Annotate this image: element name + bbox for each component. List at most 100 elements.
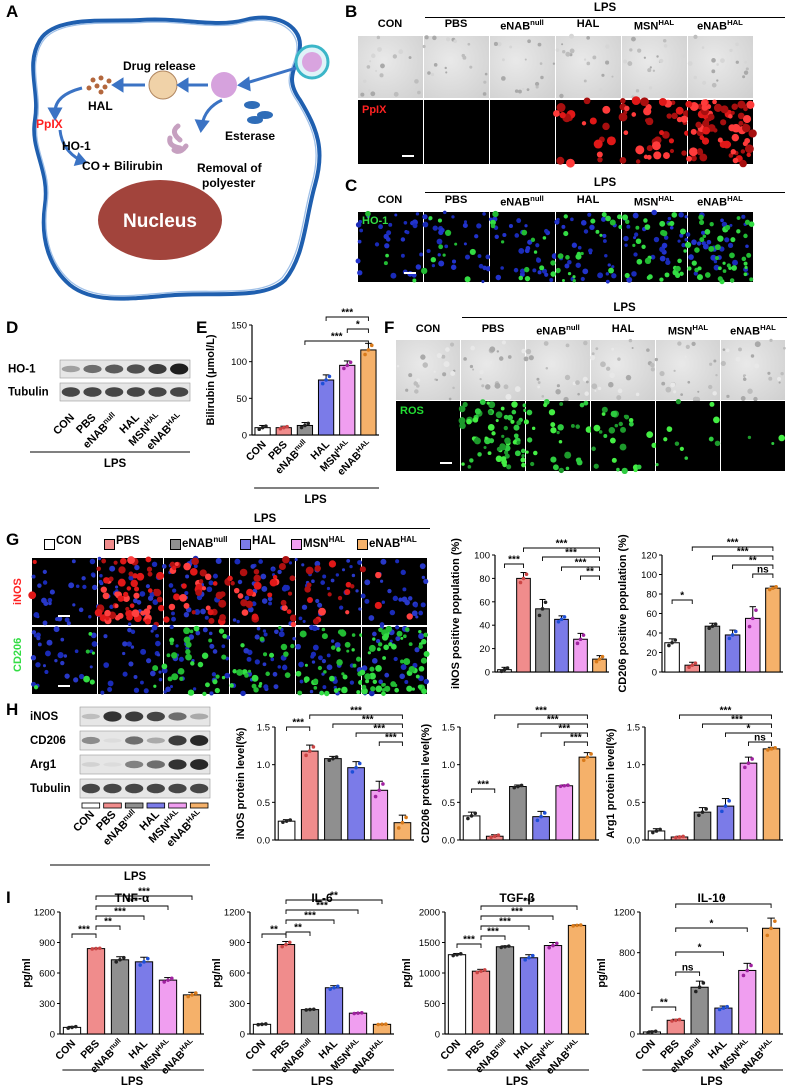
significance-label: *** [535,706,547,717]
cell [658,97,667,106]
cell [572,278,576,283]
cell [35,632,41,638]
cell [126,641,132,647]
cell [486,401,490,405]
significance-label: ** [586,567,594,578]
cell [581,121,587,126]
cell [28,591,37,600]
inos-fluorescence-tile [227,555,297,628]
cell [482,265,487,271]
cell [402,587,407,592]
data-point [531,953,535,958]
cell [495,455,503,463]
cell [730,149,737,155]
data-point [505,666,510,670]
cell [675,399,682,405]
group-color-swatch [81,802,101,809]
cell [346,649,350,653]
y-tick-label: 1200 [614,908,635,919]
data-point [747,624,752,629]
cell [504,437,511,444]
cell [130,645,135,649]
cell-speckles [396,342,456,401]
group-header: CON [397,323,459,335]
cell [603,434,608,438]
removal-label-1: Removal of [197,161,263,175]
cell [665,257,670,262]
cell [413,603,418,608]
cell [743,261,748,266]
cell [714,440,721,447]
cell [572,275,576,279]
cell [484,436,488,440]
cell [745,244,749,249]
cell [483,80,487,84]
cell [659,277,664,282]
cell [395,559,400,564]
cell [254,634,260,640]
cell [741,214,746,219]
data-point [733,629,738,634]
cell [278,562,286,570]
cell [261,585,268,592]
cell [375,685,383,693]
cell [523,419,529,425]
cell [628,421,634,427]
cell [489,360,493,365]
significance-label: * [747,724,751,735]
cell [561,43,564,46]
data-point [673,638,678,642]
cell [163,616,170,623]
cell [619,443,627,451]
cell [246,588,254,597]
data-point [363,352,367,357]
cell [507,414,514,421]
cell [502,232,507,238]
significance-bracket [563,741,588,746]
cell [443,361,450,368]
y-tick-label: 900 [39,938,55,949]
bar [158,979,178,1035]
data-point [114,960,118,964]
cell [600,216,606,222]
cell [453,39,457,43]
cell [497,41,502,47]
y-tick-label: 100 [231,357,247,368]
group-name: MSN [667,325,693,338]
inos-fluorescence-tile [294,558,363,625]
cell [169,624,174,630]
data-point [332,985,336,990]
group-superscript: HAL [658,18,675,27]
cell [472,368,475,371]
data-point [281,820,285,825]
cell [717,276,723,282]
cell [731,123,741,133]
cell [151,624,158,631]
cell [165,686,171,692]
significance-label: *** [508,555,520,566]
cell [736,216,741,220]
cell [552,62,556,65]
bar [86,948,106,1035]
stain-label-ros: ROS [400,405,424,417]
cell [473,437,481,445]
cell [117,595,125,602]
cell [467,42,471,46]
cell [595,229,600,234]
cell [679,228,686,235]
data-point [670,640,674,645]
cell [691,239,697,245]
group-superscript: HAL [562,1036,579,1053]
cell [185,574,190,579]
significance-bracket [71,933,97,938]
cell [413,381,419,386]
cell [369,666,375,672]
ho1-fluorescence-tile [684,212,755,285]
cell [717,266,722,271]
legend-entry: eNABHAL [369,535,417,550]
cell [496,350,500,353]
cell [729,252,735,259]
cell [556,384,560,388]
cell [251,613,259,621]
cell [712,391,717,396]
